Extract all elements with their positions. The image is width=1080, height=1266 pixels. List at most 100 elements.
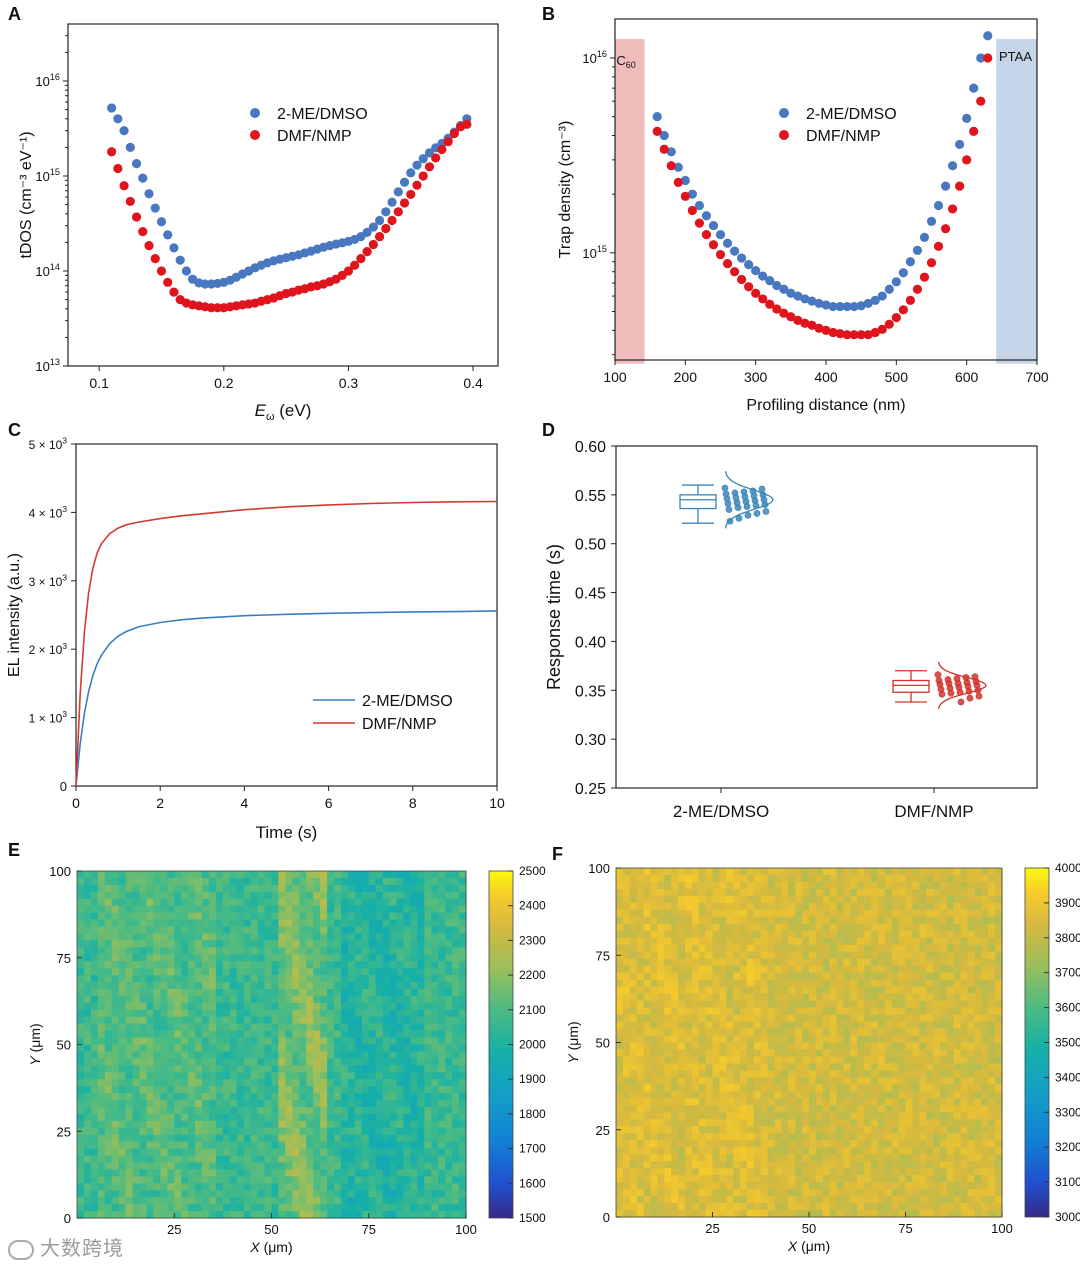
heatmap-cell: [167, 1093, 175, 1101]
heatmap-cell: [877, 868, 886, 876]
heatmap-cell: [202, 1197, 210, 1205]
heatmap-cell: [733, 1028, 741, 1037]
heatmap-cell: [382, 947, 391, 955]
heatmap-cell: [104, 1044, 113, 1053]
heatmap-cell: [278, 1176, 286, 1184]
heatmap-cell: [871, 1028, 879, 1037]
heatmap-cell: [285, 1134, 293, 1143]
heatmap-cell: [167, 1155, 175, 1164]
heatmap-cell: [111, 1093, 120, 1101]
heatmap-cell: [202, 933, 210, 941]
data-point: [673, 177, 683, 187]
heatmap-cell: [431, 954, 439, 962]
heatmap-cell: [396, 1190, 405, 1198]
heatmap-cell: [424, 1037, 432, 1046]
heatmap-cell: [788, 1014, 796, 1023]
heatmap-cell: [271, 940, 280, 948]
heatmap-cell: [90, 905, 99, 914]
heatmap-cell: [438, 1155, 446, 1164]
heatmap-cell: [222, 1106, 231, 1115]
heatmap-cell: [864, 986, 872, 995]
heatmap-cell: [285, 891, 293, 900]
heatmap-cell: [188, 975, 196, 983]
heatmap-cell: [188, 1016, 196, 1025]
heatmap-cell: [452, 975, 460, 983]
heatmap-cell: [877, 1014, 886, 1023]
heatmap-cell: [292, 995, 300, 1004]
heatmap-cell: [340, 1030, 349, 1039]
heatmap-cell: [898, 1028, 907, 1037]
heatmap-cell: [396, 1093, 405, 1101]
heatmap-cell: [960, 1042, 969, 1051]
heatmap-cell: [236, 1176, 245, 1184]
heatmap-cell: [236, 891, 245, 900]
heatmap-cell: [431, 1016, 439, 1025]
heatmap-cell: [884, 1056, 893, 1065]
heatmap-cell: [726, 1042, 734, 1051]
heatmap-cell: [836, 1070, 845, 1078]
heatmap-cell: [829, 972, 838, 981]
data-point: [708, 220, 719, 231]
heatmap-cell: [815, 986, 824, 995]
series-line: [75, 610, 498, 787]
heatmap-cell: [684, 979, 693, 988]
heatmap-cell: [375, 1016, 384, 1025]
data-point: [125, 142, 135, 153]
heatmap-cell: [257, 1204, 266, 1212]
heatmap-cell: [781, 1049, 789, 1058]
heatmap-cell: [396, 1148, 405, 1157]
heatmap-cell: [877, 909, 886, 918]
heatmap-cell: [988, 1000, 996, 1009]
heatmap-cell: [160, 1176, 168, 1184]
heatmap-cell: [132, 1113, 141, 1122]
heatmap-cell: [174, 1086, 182, 1094]
heatmap-cell: [77, 947, 85, 955]
heatmap-cell: [292, 1211, 300, 1219]
heatmap-cell: [705, 923, 714, 932]
heatmap-cell: [90, 1183, 99, 1191]
heatmap-cell: [125, 1183, 134, 1191]
heatmap-cell: [452, 1183, 460, 1191]
heatmap-cell: [382, 1120, 391, 1129]
heatmap-cell: [891, 1021, 900, 1030]
data-point: [934, 671, 942, 679]
heatmap-cell: [919, 1035, 927, 1044]
heatmap-cell: [905, 1049, 913, 1058]
heatmap-cell: [264, 891, 273, 900]
heatmap-cell: [843, 993, 851, 1002]
heatmap-cell: [974, 993, 982, 1002]
heatmap-cell: [313, 1155, 321, 1164]
heatmap-cell: [188, 1072, 196, 1080]
heatmap-cell: [410, 1120, 418, 1129]
heatmap-cell: [981, 986, 989, 995]
heatmap-cell: [111, 919, 120, 928]
heatmap-cell: [375, 1197, 384, 1205]
heatmap-cell: [403, 884, 412, 893]
heatmap-cell: [139, 1120, 148, 1129]
heatmap-cell: [788, 909, 796, 918]
x-tick-label: 0.1: [89, 375, 109, 391]
heatmap-cell: [452, 877, 460, 886]
heatmap-cell: [313, 1162, 321, 1171]
colorbar-tick-label: 2000: [519, 1038, 546, 1052]
heatmap-cell: [313, 912, 321, 921]
heatmap-cell: [664, 986, 672, 995]
heatmap-cell: [857, 1077, 865, 1085]
heatmap-cell: [83, 1204, 92, 1212]
heatmap-cell: [77, 1072, 85, 1080]
heatmap-cell: [334, 1141, 342, 1150]
heatmap-cell: [181, 954, 189, 962]
heatmap-cell: [671, 1070, 679, 1078]
heatmap-cell: [139, 1086, 148, 1094]
heatmap-cell: [174, 919, 182, 928]
heatmap-cell: [960, 972, 969, 981]
heatmap-cell: [684, 895, 693, 904]
heatmap-cell: [960, 881, 969, 890]
heatmap-cell: [320, 1169, 328, 1177]
heatmap-cell: [271, 877, 280, 886]
heatmap-cell: [410, 1093, 418, 1101]
heatmap-cell: [452, 1204, 460, 1212]
heatmap-cell: [97, 1023, 106, 1032]
heatmap-cell: [334, 871, 342, 879]
heatmap-cell: [257, 961, 266, 969]
